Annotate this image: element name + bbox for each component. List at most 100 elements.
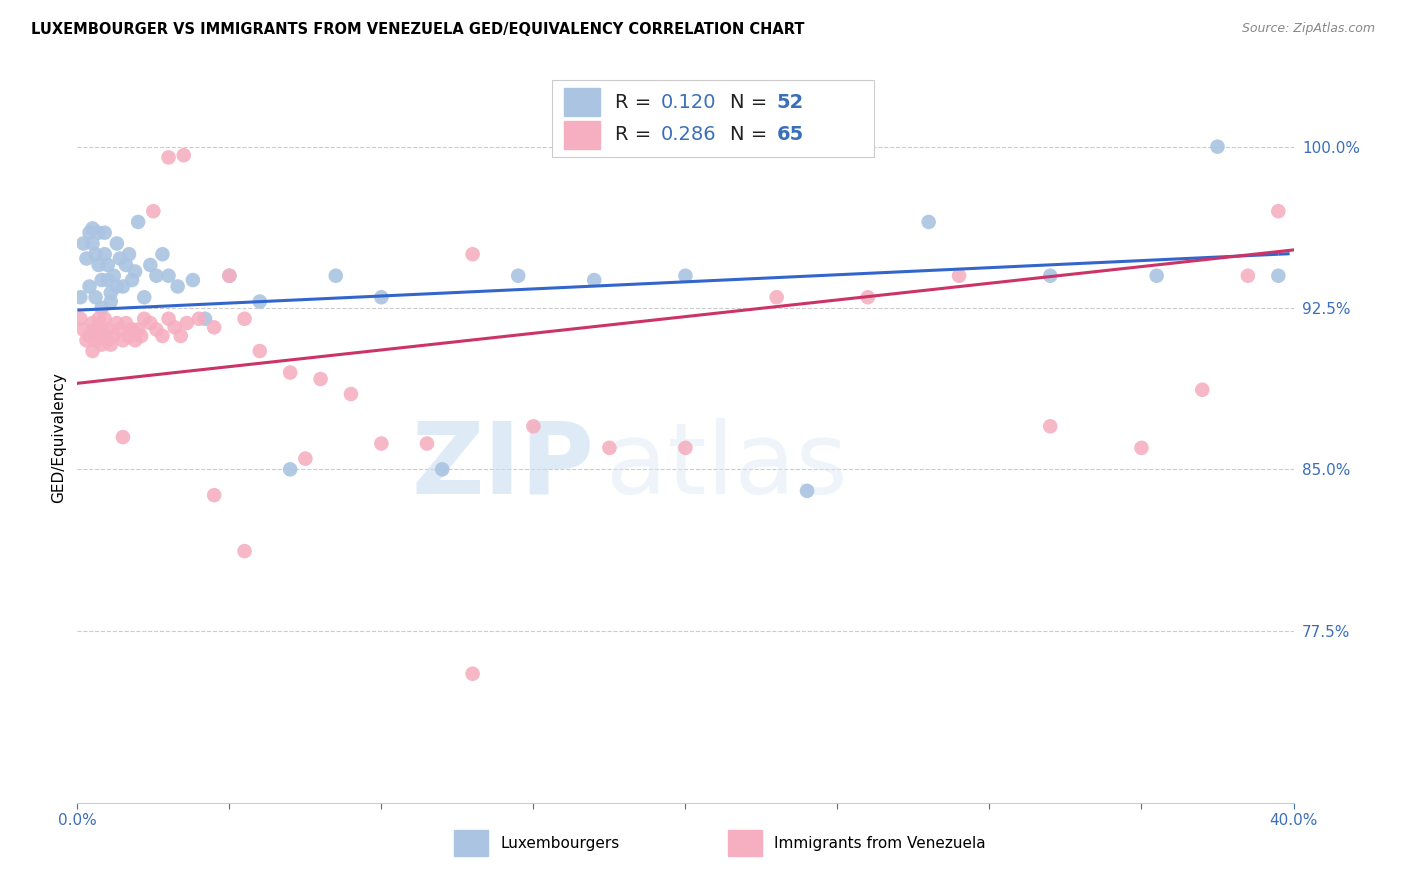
Point xyxy=(103,268,125,283)
Point xyxy=(87,226,110,240)
Point xyxy=(124,264,146,278)
Point xyxy=(97,322,120,336)
Point xyxy=(173,148,195,162)
Point xyxy=(121,322,143,336)
Point xyxy=(75,252,97,266)
Point xyxy=(139,258,162,272)
Point xyxy=(105,279,128,293)
Point xyxy=(152,247,174,261)
Point xyxy=(134,290,156,304)
Point xyxy=(127,215,149,229)
Point xyxy=(1267,268,1289,283)
Point xyxy=(233,311,256,326)
Point xyxy=(97,273,120,287)
Point xyxy=(103,329,125,343)
Point xyxy=(194,311,217,326)
Point xyxy=(139,316,162,330)
Point xyxy=(309,372,332,386)
Point xyxy=(948,268,970,283)
Text: atlas: atlas xyxy=(606,417,848,515)
Point xyxy=(93,226,115,240)
Bar xyxy=(564,121,600,149)
Y-axis label: GED/Equivalency: GED/Equivalency xyxy=(51,372,66,502)
Point xyxy=(87,329,110,343)
Point xyxy=(856,290,879,304)
Point xyxy=(340,387,363,401)
Point xyxy=(416,436,439,450)
Point xyxy=(69,290,91,304)
Point xyxy=(583,273,606,287)
Point xyxy=(218,268,240,283)
Point xyxy=(325,268,347,283)
Point xyxy=(69,311,91,326)
Point xyxy=(79,329,101,343)
Point xyxy=(90,337,112,351)
Point xyxy=(105,236,128,251)
Point xyxy=(79,226,101,240)
Point xyxy=(87,311,110,326)
Text: Immigrants from Venezuela: Immigrants from Venezuela xyxy=(775,836,986,851)
Point xyxy=(93,311,115,326)
Point xyxy=(675,441,697,455)
Text: ZIP: ZIP xyxy=(412,417,595,515)
Point xyxy=(108,322,131,336)
Point xyxy=(157,311,180,326)
Point xyxy=(100,294,122,309)
Point xyxy=(918,215,941,229)
Point xyxy=(79,279,101,293)
Point xyxy=(152,329,174,343)
Point xyxy=(1039,419,1062,434)
Bar xyxy=(564,88,600,116)
Point xyxy=(142,204,165,219)
Point xyxy=(370,290,392,304)
Point xyxy=(72,322,94,336)
Text: N =: N = xyxy=(731,93,773,112)
Point xyxy=(1237,268,1260,283)
Point xyxy=(278,366,301,380)
Point xyxy=(97,333,120,347)
Point xyxy=(129,329,152,343)
Point xyxy=(82,221,104,235)
Text: R =: R = xyxy=(614,126,658,145)
Point xyxy=(202,320,225,334)
Point xyxy=(118,247,141,261)
Point xyxy=(115,316,138,330)
Point xyxy=(796,483,818,498)
Point xyxy=(233,544,256,558)
Point xyxy=(118,329,141,343)
Point xyxy=(84,247,107,261)
Text: 65: 65 xyxy=(776,126,804,145)
Point xyxy=(84,322,107,336)
Point xyxy=(1191,383,1213,397)
Point xyxy=(461,247,484,261)
Point xyxy=(1130,441,1153,455)
Point xyxy=(90,301,112,315)
Point xyxy=(370,436,392,450)
Point xyxy=(72,236,94,251)
Text: 52: 52 xyxy=(776,93,804,112)
Point xyxy=(157,150,180,164)
Point xyxy=(181,273,204,287)
Point xyxy=(675,268,697,283)
Point xyxy=(170,329,193,343)
Point xyxy=(166,279,188,293)
Point xyxy=(127,322,149,336)
Text: R =: R = xyxy=(614,93,658,112)
Point xyxy=(93,247,115,261)
Point xyxy=(100,285,122,300)
Point xyxy=(765,290,787,304)
Point xyxy=(249,344,271,359)
Point xyxy=(1146,268,1168,283)
Point xyxy=(93,329,115,343)
Bar xyxy=(728,830,762,855)
Point xyxy=(218,268,240,283)
Point xyxy=(598,441,620,455)
Point xyxy=(145,322,167,336)
Point xyxy=(105,316,128,330)
Point xyxy=(84,333,107,347)
Point xyxy=(84,290,107,304)
Point xyxy=(522,419,544,434)
Point xyxy=(97,258,120,272)
Text: Luxembourgers: Luxembourgers xyxy=(501,836,620,851)
Point xyxy=(111,279,134,293)
